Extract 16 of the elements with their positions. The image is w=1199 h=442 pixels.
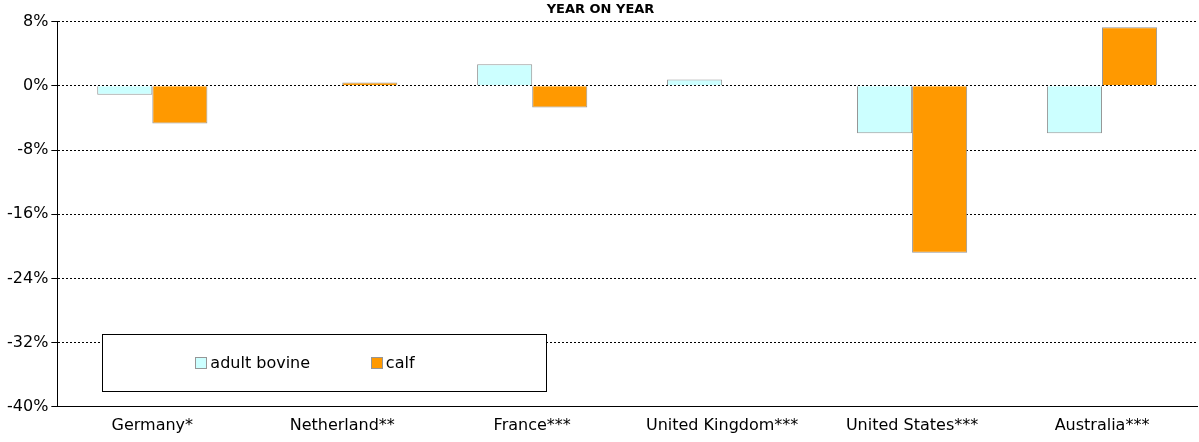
- x-tick-label: Australia***: [1054, 414, 1150, 434]
- y-tick-label: -16%: [6, 203, 49, 223]
- x-tick-label: United States***: [845, 414, 979, 434]
- x-tick-label: Netherland**: [289, 414, 395, 434]
- y-tick-label: 8%: [22, 10, 49, 30]
- x-tick-label: France***: [493, 414, 571, 434]
- y-tick-label: -40%: [6, 395, 49, 415]
- legend-label: calf: [385, 353, 415, 373]
- y-tick-label: 0%: [22, 74, 49, 94]
- chart-title: YEAR ON YEAR: [545, 1, 655, 17]
- legend-label: adult bovine: [210, 353, 311, 373]
- y-tick-label: -32%: [6, 331, 49, 351]
- x-tick-label: Germany*: [111, 414, 194, 434]
- x-tick-label: United Kingdom***: [645, 414, 799, 434]
- y-tick-label: -8%: [17, 139, 49, 159]
- y-tick-label: -24%: [6, 267, 49, 287]
